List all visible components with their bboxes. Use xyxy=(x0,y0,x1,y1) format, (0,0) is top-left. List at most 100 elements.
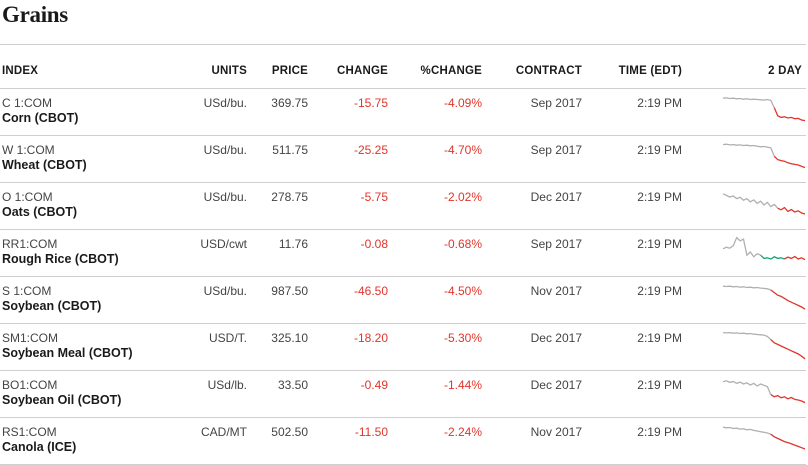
contract-cell: Sep 2017 xyxy=(530,237,582,251)
sparkline-today-up xyxy=(760,254,785,260)
col-two-day[interactable]: 2 DAY xyxy=(768,65,802,77)
two-day-sparkline xyxy=(722,426,806,450)
commodity-name[interactable]: Rough Rice (CBOT) xyxy=(2,252,119,266)
row-divider xyxy=(0,182,806,183)
change-cell: -46.50 xyxy=(353,284,388,298)
two-day-sparkline xyxy=(722,143,806,169)
col-units[interactable]: UNITS xyxy=(211,65,247,77)
time-cell: 2:19 PM xyxy=(637,284,682,298)
units-cell: USd/lb. xyxy=(207,378,247,392)
time-cell: 2:19 PM xyxy=(637,143,682,157)
row-divider xyxy=(0,229,806,230)
two-day-sparkline xyxy=(722,193,806,215)
units-cell: USd/bu. xyxy=(203,284,247,298)
pct-change-cell: -1.44% xyxy=(443,378,482,392)
two-day-sparkline xyxy=(722,331,806,360)
table-row[interactable]: RR1:COM Rough Rice (CBOT) USD/cwt 11.76 -0.0… xyxy=(0,230,808,276)
contract-cell: Dec 2017 xyxy=(530,190,582,204)
pct-change-cell: -5.30% xyxy=(443,331,482,345)
sparkline-prior-day xyxy=(722,193,779,209)
table-row[interactable]: SM1:COM Soybean Meal (CBOT) USD/T. 325.10 -1… xyxy=(0,324,808,370)
sparkline-today-down xyxy=(784,255,806,261)
row-divider xyxy=(0,323,806,324)
contract-cell: Dec 2017 xyxy=(530,378,582,392)
change-cell: -15.75 xyxy=(353,96,388,110)
contract-cell: Nov 2017 xyxy=(530,425,582,439)
price-cell: 11.76 xyxy=(278,237,308,251)
sparkline-prior-day xyxy=(722,143,775,157)
price-cell: 278.75 xyxy=(271,190,308,204)
sparkline-today-down xyxy=(773,107,806,122)
two-day-sparkline xyxy=(722,285,806,310)
table-row[interactable]: C 1:COM Corn (CBOT) USd/bu. 369.75 -15.75 -4.… xyxy=(0,89,808,135)
price-cell: 33.50 xyxy=(277,378,308,392)
table-row[interactable]: S 1:COM Soybean (CBOT) USd/bu. 987.50 -46.50… xyxy=(0,277,808,323)
sparkline-today-down xyxy=(773,155,806,169)
col-index[interactable]: INDEX xyxy=(2,65,39,77)
row-divider xyxy=(0,276,806,277)
units-cell: USd/bu. xyxy=(203,190,247,204)
pct-change-cell: -4.09% xyxy=(443,96,482,110)
units-cell: USd/bu. xyxy=(203,96,247,110)
time-cell: 2:19 PM xyxy=(637,96,682,110)
ticker-code[interactable]: C 1:COM xyxy=(2,96,53,110)
two-day-sparkline xyxy=(722,236,806,261)
sparkline-today-down xyxy=(770,339,806,360)
time-cell: 2:19 PM xyxy=(637,237,682,251)
col-pct-change[interactable]: %CHANGE xyxy=(420,65,482,77)
change-cell: -11.50 xyxy=(354,425,388,439)
table-row[interactable]: RS1:COM Canola (ICE) CAD/MT 502.50 -11.50 -2.… xyxy=(0,418,808,464)
sparkline-prior-day xyxy=(722,97,775,109)
commodity-name[interactable]: Wheat (CBOT) xyxy=(2,158,87,172)
change-cell: -25.25 xyxy=(353,143,388,157)
col-time[interactable]: TIME (EDT) xyxy=(618,65,682,77)
two-day-sparkline xyxy=(722,97,806,122)
ticker-code[interactable]: BO1:COM xyxy=(2,378,58,392)
ticker-code[interactable]: O 1:COM xyxy=(2,190,53,204)
price-cell: 987.50 xyxy=(271,284,308,298)
units-cell: USd/bu. xyxy=(203,143,247,157)
commodity-name[interactable]: Canola (ICE) xyxy=(2,440,77,454)
contract-cell: Dec 2017 xyxy=(530,331,582,345)
sparkline-prior-day xyxy=(722,380,772,395)
ticker-code[interactable]: W 1:COM xyxy=(2,143,55,157)
commodity-name[interactable]: Oats (CBOT) xyxy=(2,205,77,219)
sparkline-today-down xyxy=(770,289,806,310)
commodity-name[interactable]: Soybean Oil (CBOT) xyxy=(2,393,122,407)
sparkline-prior-day xyxy=(722,426,772,435)
contract-cell: Sep 2017 xyxy=(530,143,582,157)
sparkline-prior-day xyxy=(722,331,772,341)
page-title: Grains xyxy=(2,2,68,27)
title-divider xyxy=(0,44,806,45)
time-cell: 2:19 PM xyxy=(637,190,682,204)
commodity-name[interactable]: Corn (CBOT) xyxy=(2,111,79,125)
sparkline-today-down xyxy=(777,206,806,215)
table-row[interactable]: BO1:COM Soybean Oil (CBOT) USd/lb. 33.50 -0.… xyxy=(0,371,808,417)
time-cell: 2:19 PM xyxy=(637,425,682,439)
price-cell: 502.50 xyxy=(271,425,308,439)
two-day-sparkline xyxy=(722,380,806,404)
time-cell: 2:19 PM xyxy=(637,378,682,392)
commodity-name[interactable]: Soybean (CBOT) xyxy=(2,299,102,313)
ticker-code[interactable]: RS1:COM xyxy=(2,425,57,439)
change-cell: -5.75 xyxy=(360,190,388,204)
ticker-code[interactable]: RR1:COM xyxy=(2,237,58,251)
table-row[interactable]: W 1:COM Wheat (CBOT) USd/bu. 511.75 -25.25 -4… xyxy=(0,136,808,182)
ticker-code[interactable]: S 1:COM xyxy=(2,284,52,298)
pct-change-cell: -2.24% xyxy=(443,425,482,439)
col-price[interactable]: PRICE xyxy=(271,65,308,77)
col-contract[interactable]: CONTRACT xyxy=(515,65,582,77)
ticker-code[interactable]: SM1:COM xyxy=(2,331,59,345)
change-cell: -0.08 xyxy=(360,237,388,251)
sparkline-today-down xyxy=(770,394,806,404)
row-divider xyxy=(0,417,806,418)
units-cell: USD/cwt xyxy=(200,237,247,251)
time-cell: 2:19 PM xyxy=(637,331,682,345)
commodity-name[interactable]: Soybean Meal (CBOT) xyxy=(2,346,133,360)
price-cell: 511.75 xyxy=(272,143,308,157)
table-row[interactable]: O 1:COM Oats (CBOT) USd/bu. 278.75 -5.75 -2.0… xyxy=(0,183,808,229)
col-change[interactable]: CHANGE xyxy=(336,65,388,77)
contract-cell: Nov 2017 xyxy=(530,284,582,298)
pct-change-cell: -4.70% xyxy=(443,143,482,157)
change-cell: -0.49 xyxy=(360,378,388,392)
